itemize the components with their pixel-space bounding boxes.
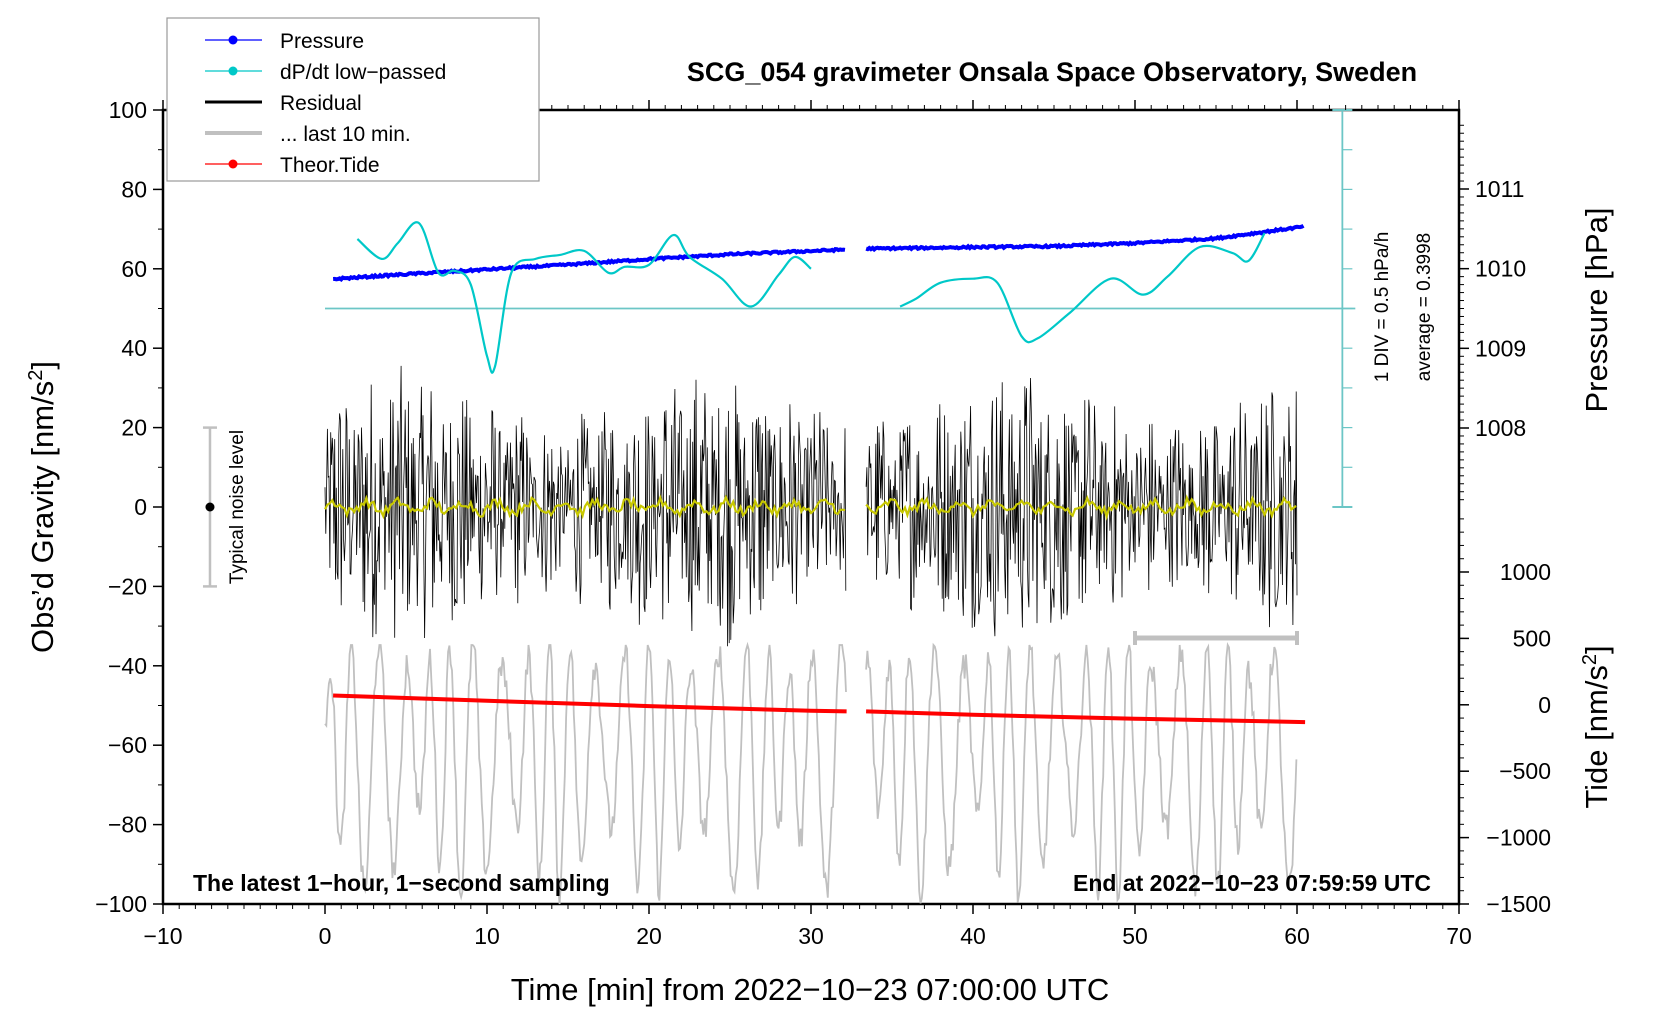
x-tick-label: −10 bbox=[143, 923, 182, 949]
y-axis-title-tide: Tide [nm/s2] bbox=[1579, 645, 1614, 808]
legend-box bbox=[166, 17, 540, 182]
legend-swatch-dot bbox=[228, 66, 238, 76]
legend-label: Pressure bbox=[280, 30, 364, 53]
y-tick-label: −80 bbox=[108, 812, 147, 838]
noise-level-dot bbox=[205, 502, 215, 512]
pressure-tick-label: 1008 bbox=[1475, 415, 1526, 441]
residual-smoothed-line bbox=[324, 494, 846, 520]
annotation-end-time: End at 2022−10−23 07:59:59 UTC bbox=[1073, 870, 1431, 896]
y-tick-label: 100 bbox=[109, 97, 147, 123]
y-tick-label: −100 bbox=[95, 891, 147, 917]
y-tick-label: 40 bbox=[121, 335, 147, 361]
last-10-min-line bbox=[865, 642, 1298, 904]
tide-tick-label: −1000 bbox=[1486, 825, 1551, 851]
y-tick-label: 20 bbox=[121, 415, 147, 441]
residual-smoothed-line bbox=[865, 494, 1297, 521]
pressure-line bbox=[865, 223, 1305, 253]
y-tick-label: 60 bbox=[121, 256, 147, 282]
legend-swatch-dot bbox=[228, 35, 238, 45]
tide-tick-label: 0 bbox=[1538, 692, 1551, 718]
residual-line bbox=[324, 365, 847, 647]
axes-ticks: −10 0 10 20 30 40 50 60 70100806040200−20−40−60−… bbox=[95, 97, 1551, 949]
x-tick-label: 0 bbox=[319, 923, 332, 949]
series-group bbox=[202, 109, 1356, 905]
tide-tick-label: 1000 bbox=[1500, 559, 1551, 585]
pressure-tick-label: 1011 bbox=[1475, 176, 1524, 202]
y-tick-label: −20 bbox=[108, 573, 147, 599]
dpdt-line bbox=[356, 221, 812, 374]
theor-tide-line bbox=[866, 709, 1306, 725]
div-scale-label: 1 DIV = 0.5 hPa/h bbox=[1372, 232, 1393, 383]
pressure-line bbox=[332, 247, 846, 282]
residual-line bbox=[865, 377, 1298, 637]
x-tick-label: 20 bbox=[636, 923, 662, 949]
y-axis-title-left: Obs’d Gravity [nm/s2] bbox=[25, 361, 60, 653]
x-tick-label: 10 bbox=[474, 923, 500, 949]
chart-title: SCG_054 gravimeter Onsala Space Observat… bbox=[687, 57, 1417, 87]
legend-swatch-dot bbox=[228, 159, 238, 169]
x-tick-label: 70 bbox=[1446, 923, 1472, 949]
legend: Pressure dP/dt low−passed Residual ... last… bbox=[166, 17, 540, 182]
legend-label: ... last 10 min. bbox=[280, 123, 411, 146]
legend-label: Theor.Tide bbox=[280, 154, 380, 177]
y-tick-label: 0 bbox=[134, 494, 147, 520]
y-axis-title-pressure: Pressure [hPa] bbox=[1579, 207, 1614, 412]
noise-level-label: Typical noise level bbox=[227, 430, 248, 584]
tide-tick-label: −500 bbox=[1499, 758, 1551, 784]
x-tick-label: 30 bbox=[798, 923, 824, 949]
legend-label: Residual bbox=[280, 92, 362, 115]
y-tick-label: −60 bbox=[108, 732, 147, 758]
x-tick-label: 60 bbox=[1284, 923, 1310, 949]
tide-tick-label: 500 bbox=[1513, 625, 1551, 651]
tide-tick-label: −1500 bbox=[1486, 891, 1551, 917]
x-tick-label: 40 bbox=[960, 923, 986, 949]
pressure-tick-label: 1010 bbox=[1475, 256, 1526, 282]
theor-tide-line bbox=[333, 693, 847, 714]
average-label: average = 0.3998 bbox=[1414, 233, 1435, 381]
x-tick-label: 50 bbox=[1122, 923, 1148, 949]
dpdt-line bbox=[899, 232, 1266, 344]
x-axis-title: Time [min] from 2022−10−23 07:00:00 UTC bbox=[511, 972, 1110, 1007]
pressure-tick-label: 1009 bbox=[1475, 335, 1526, 361]
y-tick-label: −40 bbox=[108, 653, 147, 679]
legend-label: dP/dt low−passed bbox=[280, 61, 446, 84]
last-10-min-line bbox=[324, 641, 847, 905]
y-tick-label: 80 bbox=[121, 176, 147, 202]
annotation-sampling: The latest 1−hour, 1−second sampling bbox=[193, 870, 610, 896]
